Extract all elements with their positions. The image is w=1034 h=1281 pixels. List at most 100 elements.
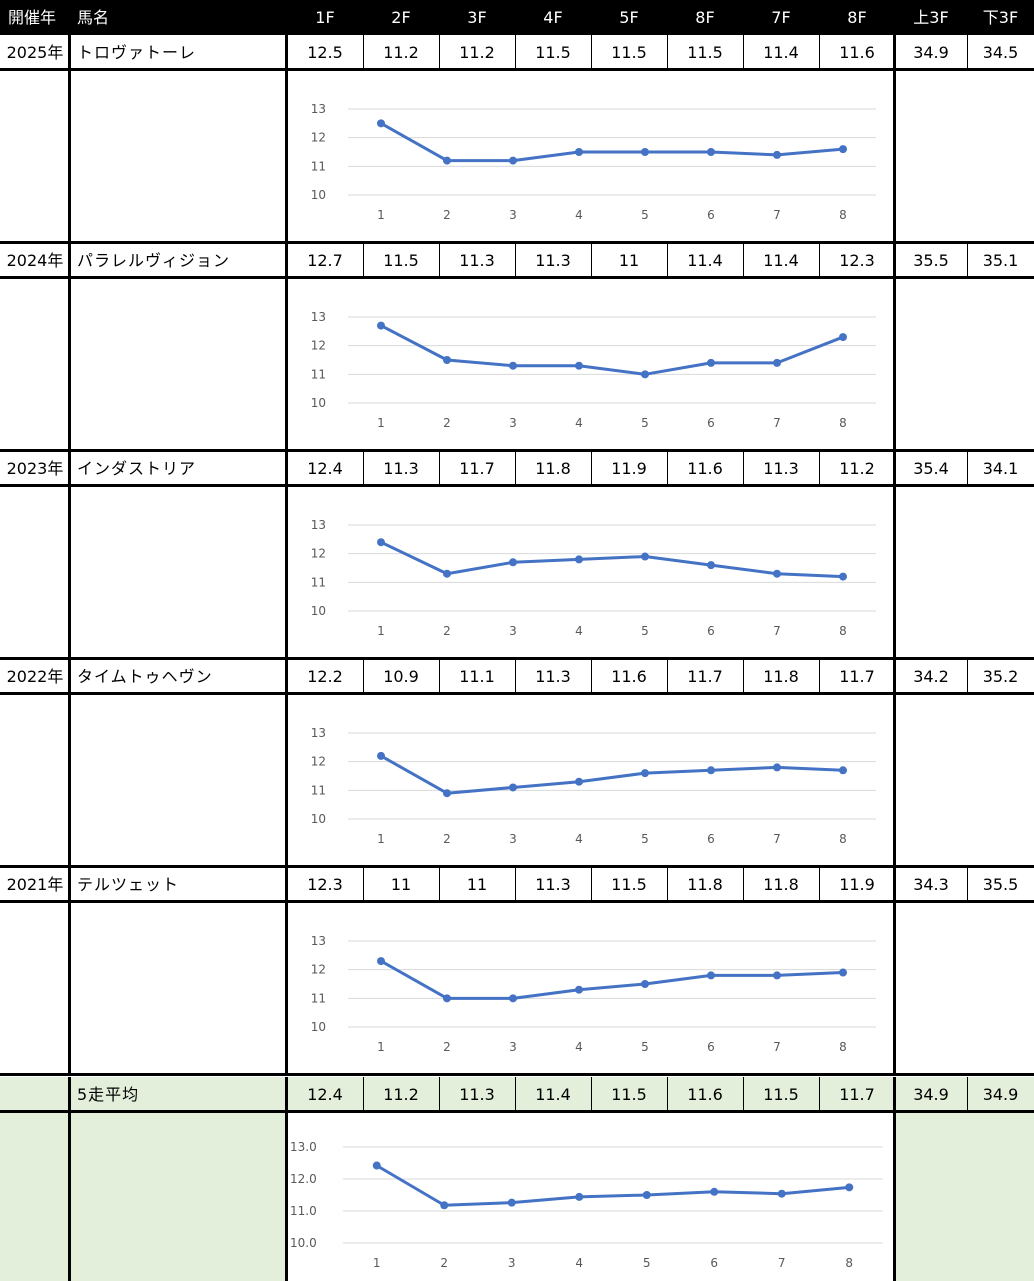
cell-divider xyxy=(591,867,592,902)
lap-value-5: 11.5 xyxy=(611,1085,647,1104)
data-point xyxy=(839,145,847,154)
cell-divider xyxy=(515,451,516,486)
horse-name: テルツェット xyxy=(77,875,180,894)
x-tick-label: 7 xyxy=(773,208,781,222)
cell-divider xyxy=(819,867,820,902)
data-point xyxy=(642,1191,651,1199)
data-point xyxy=(443,569,451,578)
x-tick-label: 5 xyxy=(641,624,649,638)
lap-value-4: 11.8 xyxy=(535,459,571,478)
cell-divider xyxy=(743,35,744,70)
x-tick-label: 4 xyxy=(575,832,583,846)
column-divider xyxy=(68,243,71,451)
x-tick-label: 8 xyxy=(839,1040,847,1054)
header-lap-2: 2F xyxy=(391,8,411,27)
y-tick-label: 10 xyxy=(311,1020,326,1034)
lap-value-5: 11.5 xyxy=(611,43,647,62)
x-tick-label: 1 xyxy=(377,624,385,638)
horse-name: タイムトゥヘヴン xyxy=(77,667,213,686)
lap-value-7: 11.4 xyxy=(763,251,799,270)
data-point xyxy=(575,1192,584,1201)
lap-value-8: 11.7 xyxy=(839,667,875,686)
lap-value-1: 12.2 xyxy=(307,667,343,686)
column-divider xyxy=(893,1077,896,1281)
year-cell: 2025年 xyxy=(6,43,64,62)
lap-value-8: 12.3 xyxy=(839,251,875,270)
data-point xyxy=(575,777,583,786)
cell-divider xyxy=(439,35,440,70)
x-tick-label: 6 xyxy=(707,208,715,222)
header-year: 開催年 xyxy=(8,8,57,27)
data-point xyxy=(777,1189,786,1198)
header-lap-8: 8F xyxy=(847,8,867,27)
cell-divider xyxy=(967,451,968,486)
data-point xyxy=(443,789,451,798)
lap-value-7: 11.5 xyxy=(763,1085,799,1104)
cell-divider xyxy=(743,243,744,278)
lap-value-6: 11.4 xyxy=(687,251,723,270)
cell-divider xyxy=(591,659,592,694)
header-down3f: 下3F xyxy=(982,8,1019,27)
column-divider xyxy=(285,243,288,451)
data-point xyxy=(377,538,385,547)
data-point xyxy=(443,994,451,1003)
x-tick-label: 5 xyxy=(643,1256,651,1270)
data-point xyxy=(377,957,385,966)
down3f-value: 34.1 xyxy=(982,459,1019,478)
lap-value-1: 12.7 xyxy=(307,251,343,270)
x-tick-label: 1 xyxy=(373,1256,381,1270)
x-tick-label: 8 xyxy=(839,416,847,430)
lap-value-3: 11.2 xyxy=(459,43,495,62)
cell-divider xyxy=(967,867,968,902)
x-tick-label: 2 xyxy=(443,208,451,222)
series-line xyxy=(380,540,844,579)
lap-value-4: 11.3 xyxy=(535,251,571,270)
data-point xyxy=(641,148,649,156)
lap-value-6: 11.6 xyxy=(687,1085,723,1104)
cell-divider xyxy=(439,243,440,278)
lap-value-2: 11.3 xyxy=(383,459,419,478)
column-divider xyxy=(68,451,71,659)
x-tick-label: 5 xyxy=(641,416,649,430)
lap-value-6: 11.7 xyxy=(687,667,723,686)
row-divider xyxy=(0,276,1034,279)
year-cell: 2023年 xyxy=(6,459,64,478)
column-divider xyxy=(893,451,896,659)
up3f-value: 35.4 xyxy=(913,459,949,478)
series-line xyxy=(380,122,844,163)
cell-divider xyxy=(743,1077,744,1112)
data-point xyxy=(641,370,649,379)
y-tick-label: 12.0 xyxy=(290,1172,317,1186)
cell-divider xyxy=(439,659,440,694)
x-tick-label: 1 xyxy=(377,832,385,846)
data-point xyxy=(443,356,451,364)
data-point xyxy=(707,971,715,980)
cell-divider xyxy=(667,1077,668,1112)
y-tick-label: 10 xyxy=(311,604,326,618)
data-point xyxy=(372,1161,381,1170)
data-point xyxy=(773,763,781,772)
x-tick-label: 3 xyxy=(509,624,517,638)
cell-divider xyxy=(819,1077,820,1112)
column-divider xyxy=(285,867,288,1075)
lap-value-3: 11.7 xyxy=(459,459,495,478)
x-tick-label: 7 xyxy=(773,416,781,430)
cell-divider xyxy=(967,243,968,278)
data-point xyxy=(509,361,517,370)
x-tick-label: 4 xyxy=(575,208,583,222)
lap-value-8: 11.7 xyxy=(839,1085,875,1104)
x-tick-label: 8 xyxy=(839,624,847,638)
data-point xyxy=(575,361,583,370)
lap-value-6: 11.6 xyxy=(687,459,723,478)
lap-value-2: 11.2 xyxy=(383,1085,419,1104)
data-point xyxy=(773,150,781,159)
cell-divider xyxy=(667,35,668,70)
data-point xyxy=(710,1187,719,1196)
cell-divider xyxy=(439,1077,440,1112)
lap-value-3: 11.3 xyxy=(459,1085,495,1104)
x-tick-label: 6 xyxy=(707,832,715,846)
block-divider xyxy=(0,241,1034,244)
y-tick-label: 11.0 xyxy=(290,1204,317,1218)
data-point xyxy=(575,985,583,994)
y-tick-label: 10 xyxy=(311,396,326,410)
